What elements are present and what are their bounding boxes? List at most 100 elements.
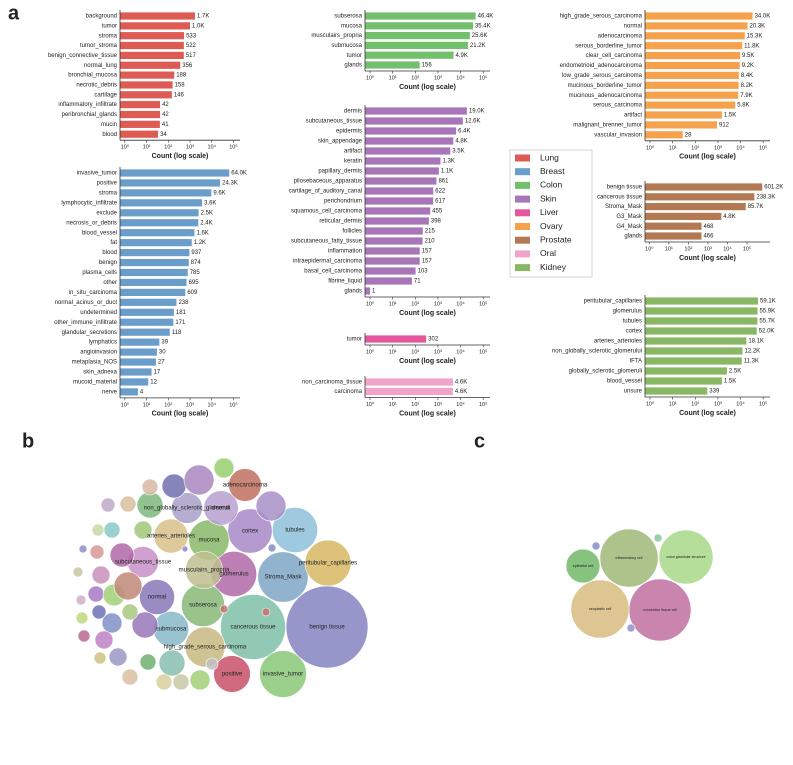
x-tick-label: 10⁵ (229, 144, 237, 151)
category-label: unsure (624, 389, 643, 395)
category-label: low_grade_serous_carcinoma (562, 73, 643, 79)
value-label: 24.3K (222, 181, 238, 187)
bar (120, 169, 230, 177)
bar (365, 335, 427, 343)
value-label: 339 (709, 389, 720, 395)
bubble-label: high_grade_serous_carcinoma (164, 645, 247, 651)
bar (120, 51, 184, 59)
bubble (565, 548, 601, 584)
panel-label: a (8, 2, 20, 24)
bar (645, 387, 708, 395)
bar (365, 217, 429, 225)
bar (120, 91, 172, 99)
x-tick-label: 10³ (186, 402, 194, 408)
bubble-label: cortex (242, 529, 258, 535)
bar (120, 71, 175, 79)
bar (365, 147, 451, 155)
category-label: stroma (99, 33, 118, 39)
bubble (213, 457, 235, 479)
bar (645, 337, 747, 345)
x-axis-label: Count (log scale) (679, 255, 736, 262)
bubble (653, 533, 663, 543)
category-label: metaplasia_NOS (72, 360, 117, 366)
value-label: 874 (191, 260, 202, 266)
bar (645, 327, 757, 335)
value-label: 9.6K (213, 190, 225, 196)
bar (120, 268, 188, 277)
bar (365, 387, 453, 396)
category-label: carcinoma (334, 389, 362, 395)
bubble-label: non_globally_sclerotic_glomeruli (144, 506, 231, 512)
value-label: 27 (158, 360, 165, 366)
x-tick-label: 10¹ (389, 75, 397, 81)
value-label: 11.8K (744, 43, 759, 49)
bubble (77, 629, 91, 643)
category-label: normal (624, 23, 642, 29)
bar (120, 258, 189, 267)
bar (365, 107, 467, 115)
x-tick-label: 10⁴ (723, 245, 732, 252)
value-label: 1.5K (724, 379, 736, 385)
bubble-label: invasive_tumor (263, 672, 303, 678)
bubble-label: epithelial cell (573, 564, 594, 568)
x-tick-label: 10⁵ (759, 400, 767, 407)
bar (365, 127, 457, 135)
x-tick-label: 10⁵ (743, 245, 751, 252)
category-label: globally_sclerotic_glomeruli (569, 369, 642, 375)
bar (365, 32, 470, 40)
legend-swatch (515, 236, 530, 244)
value-label: 7.9K (740, 93, 752, 99)
value-label: 42 (162, 102, 169, 108)
x-tick-label: 10⁴ (456, 401, 465, 408)
legend-swatch (515, 209, 530, 217)
bubble (75, 611, 89, 625)
category-label: squamous_cell_carcinoma (291, 209, 363, 215)
bubble-label: connective tissue cell (643, 608, 677, 612)
category-label: mucoid_material (73, 380, 117, 386)
category-label: in_situ_carcinoma (69, 290, 118, 296)
category-label: glandular_secretions (62, 330, 117, 336)
bubble-label: neoplastic cell (589, 607, 612, 611)
value-label: 4.8K (723, 214, 735, 220)
legend-swatch (515, 181, 530, 189)
category-label: fat (110, 240, 117, 246)
x-axis-label: Count (log scale) (679, 154, 736, 161)
legend-swatch (515, 250, 530, 258)
legend-swatch (515, 195, 530, 203)
value-label: 8.2K (741, 83, 753, 89)
legend-swatch (515, 264, 530, 272)
value-label: 156 (422, 63, 433, 69)
bubble (267, 543, 277, 553)
bar (365, 177, 437, 185)
value-label: 158 (175, 83, 186, 89)
x-tick-label: 10⁴ (207, 144, 216, 151)
bubble-label: mucosa (198, 538, 220, 544)
x-axis-label: Count (log scale) (399, 410, 456, 417)
value-label: 2.5K (201, 210, 213, 216)
bar (645, 212, 722, 220)
category-label: inflammatory_infiltrate (58, 102, 117, 108)
bubble (78, 544, 88, 554)
bubble-label: benign tissue (309, 625, 345, 631)
bar (645, 193, 755, 201)
bubble-label: tubules (285, 528, 304, 534)
bubble (172, 673, 190, 691)
category-label: lymphocytic_infiltrate (61, 200, 117, 206)
value-label: 34 (160, 132, 167, 138)
x-tick-label: 10³ (434, 402, 442, 408)
x-tick-label: 10⁰ (366, 348, 375, 355)
x-axis-label: Count (log scale) (152, 411, 209, 418)
category-label: blood (102, 250, 117, 256)
value-label: 468 (704, 224, 715, 230)
bubble (189, 669, 211, 691)
value-label: 146 (174, 92, 185, 98)
bar (365, 41, 468, 49)
bar (365, 247, 420, 255)
bar (645, 131, 683, 139)
category-label: positive (97, 181, 118, 187)
bubble (91, 604, 107, 620)
category-label: follicles (342, 229, 362, 235)
category-label: pilosebaceous_apparatus (294, 179, 362, 185)
x-tick-label: 10³ (434, 301, 442, 307)
bar (120, 32, 185, 40)
